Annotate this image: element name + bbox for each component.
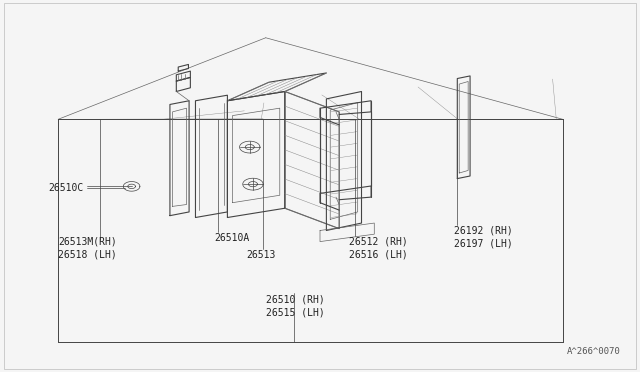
Text: 26510A: 26510A	[214, 233, 250, 243]
Text: 26513: 26513	[246, 250, 276, 260]
Text: 26516 (LH): 26516 (LH)	[349, 250, 408, 260]
Text: 26513M(RH): 26513M(RH)	[58, 237, 117, 247]
Text: 26512 (RH): 26512 (RH)	[349, 237, 408, 247]
Text: 26197 (LH): 26197 (LH)	[454, 238, 513, 248]
Text: 26510 (RH): 26510 (RH)	[266, 294, 324, 304]
Text: 26192 (RH): 26192 (RH)	[454, 225, 513, 235]
Text: 26510C: 26510C	[49, 183, 84, 193]
Text: 26518 (LH): 26518 (LH)	[58, 250, 117, 260]
Text: 26515 (LH): 26515 (LH)	[266, 307, 324, 317]
Text: A^266^0070: A^266^0070	[566, 347, 620, 356]
